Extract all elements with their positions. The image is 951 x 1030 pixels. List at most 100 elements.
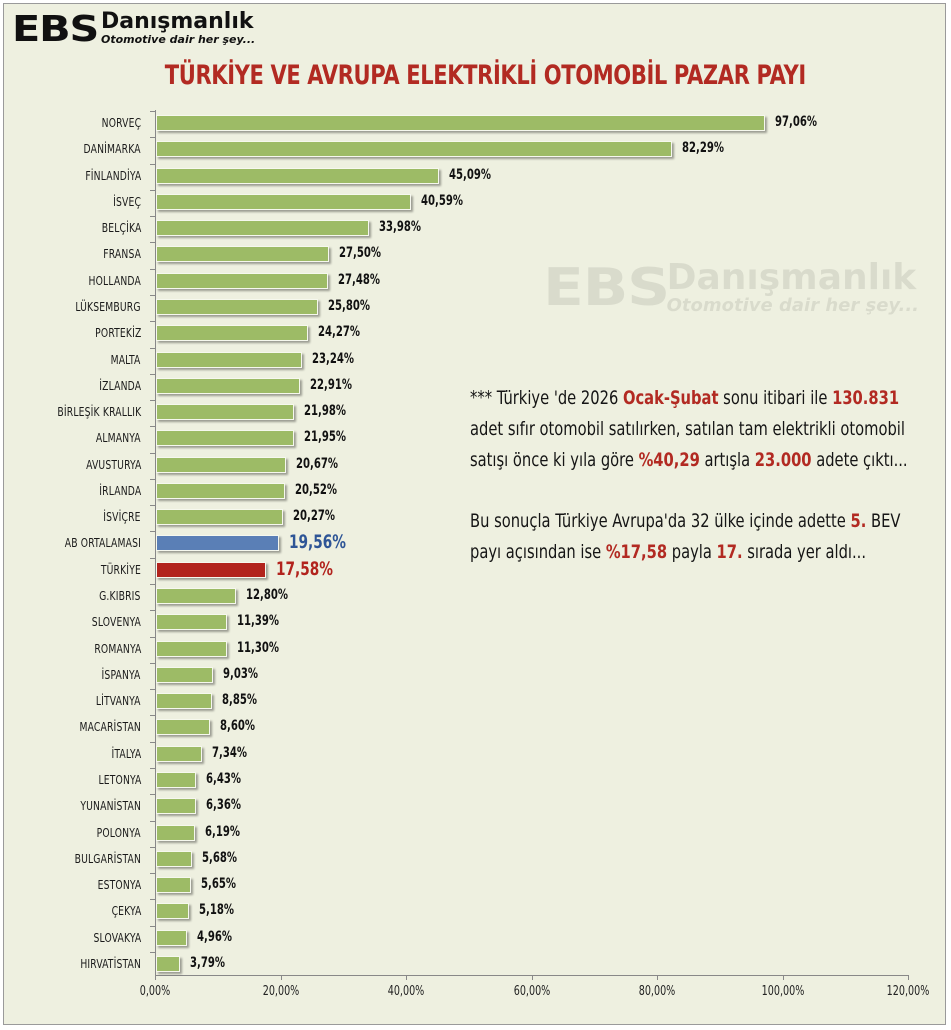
value-label: 5,18%	[198, 902, 234, 918]
bar-row: İRLANDA 20,52%	[0, 479, 951, 505]
category-label: BELÇİKA	[101, 220, 141, 235]
y-tick	[150, 321, 155, 322]
highlight-text: Ocak-Şubat	[622, 387, 719, 409]
bar	[156, 903, 189, 919]
value-label: 3,79%	[189, 955, 225, 971]
y-tick	[150, 768, 155, 769]
value-label: 6,19%	[204, 824, 240, 840]
bar-eu-average	[156, 535, 279, 551]
category-label: DANİMARKA	[83, 141, 141, 156]
value-label: 11,39%	[237, 613, 280, 629]
bar	[156, 483, 285, 499]
bar-row: TÜRKİYE 17,58%	[0, 558, 951, 584]
y-tick	[150, 164, 155, 165]
x-tick	[531, 975, 533, 980]
category-label: İSVEÇ	[113, 194, 141, 209]
value-label: 21,98%	[303, 403, 346, 419]
note-text: artışla	[699, 449, 755, 471]
bar	[156, 641, 227, 657]
x-tick-label: 120,00%	[886, 984, 930, 999]
bar	[156, 877, 192, 893]
y-tick	[150, 348, 155, 349]
bar	[156, 614, 228, 630]
note-text: sırada yer aldı...	[742, 541, 867, 563]
bar	[156, 299, 318, 315]
bar-row: PORTEKİZ 24,27%	[0, 321, 951, 347]
x-tick	[155, 975, 156, 980]
note-text: Bu sonuçla Türkiye Avrupa'da 32 ülke içi…	[470, 510, 851, 532]
watermark-mark: EBS	[543, 258, 670, 318]
category-label: İRLANDA	[98, 483, 141, 498]
value-label: 4,96%	[197, 929, 233, 945]
note-text: payla	[667, 541, 717, 563]
value-label: 45,09%	[448, 167, 491, 183]
bar-row: İSVİÇRE 20,27%	[0, 505, 951, 531]
bar	[156, 667, 213, 683]
brand-logo: EBS Danışmanlık Otomotive dair her şey..…	[12, 10, 255, 48]
y-tick	[150, 295, 155, 296]
bar	[156, 798, 196, 814]
bar	[156, 430, 294, 446]
bar	[156, 378, 300, 394]
bar	[156, 194, 411, 210]
bar	[156, 404, 294, 420]
value-label: 97,06%	[775, 114, 818, 130]
highlight-text: %17,58	[605, 541, 668, 563]
category-label: SLOVENYA	[91, 614, 141, 629]
watermark-logo: EBS Danışmanlık Otomotive dair her şey..…	[543, 257, 919, 318]
watermark-name: Danışmanlık	[666, 257, 917, 298]
note-text: adete çıktı...	[811, 449, 908, 471]
y-tick	[150, 269, 155, 270]
value-label: 6,36%	[205, 797, 241, 813]
category-label: SLOVAKYA	[93, 930, 141, 945]
category-label: LÜKSEMBURG	[75, 299, 141, 314]
category-label: ALMANYA	[96, 430, 141, 445]
y-axis	[155, 110, 156, 976]
y-tick	[150, 610, 155, 611]
bar	[156, 325, 309, 341]
x-tick	[406, 975, 407, 980]
y-tick	[150, 453, 155, 454]
value-label: 5,65%	[201, 876, 237, 892]
x-tick-label: 80,00%	[638, 984, 676, 999]
note-text: BEV payı açısından ise	[470, 510, 901, 563]
bar-row: İSPANYA 9,03%	[0, 663, 951, 689]
bar	[156, 457, 286, 473]
bar-row: FİNLANDİYA 45,09%	[0, 164, 951, 190]
y-tick	[150, 742, 155, 743]
y-tick	[150, 426, 155, 427]
category-label: AVUSTURYA	[85, 457, 141, 472]
category-label: MACARİSTAN	[79, 719, 141, 734]
highlight-text: 17.	[716, 541, 743, 563]
x-tick-label: 0,00%	[139, 984, 171, 999]
bar	[156, 930, 188, 946]
category-label: AB ORTALAMASI	[64, 535, 141, 550]
bar	[156, 851, 192, 867]
category-label: FİNLANDİYA	[84, 168, 141, 183]
category-label: YUNANİSTAN	[80, 798, 141, 813]
y-tick	[150, 505, 155, 506]
bar-row: ALMANYA 21,95%	[0, 426, 951, 452]
bar	[156, 509, 284, 525]
value-label: 23,24%	[311, 351, 354, 367]
bar-row: ESTONYA 5,65%	[0, 873, 951, 899]
bar	[156, 115, 766, 131]
category-label: LETONYA	[97, 772, 141, 787]
annotation-text: *** Türkiye 'de 2026 Ocak-Şubat sonu iti…	[470, 383, 930, 598]
value-label: 20,52%	[294, 482, 337, 498]
category-label: MALTA	[111, 352, 141, 367]
y-tick	[150, 584, 155, 585]
x-tick	[280, 975, 282, 980]
bar-row: AVUSTURYA 20,67%	[0, 453, 951, 479]
category-label: İTALYA	[111, 746, 141, 761]
value-label: 27,50%	[338, 245, 381, 261]
category-label: HIRVATİSTAN	[80, 956, 141, 971]
bar-row: MALTA 23,24%	[0, 348, 951, 374]
x-tick	[657, 975, 658, 980]
highlight-text: 23.000	[754, 449, 812, 471]
y-tick	[150, 899, 155, 900]
chart-title: TÜRKİYE VE AVRUPA ELEKTRİKLİ OTOMOBİL PA…	[164, 60, 806, 91]
y-tick	[150, 873, 155, 874]
category-label: TÜRKİYE	[100, 562, 141, 577]
value-label: 82,29%	[682, 140, 725, 156]
